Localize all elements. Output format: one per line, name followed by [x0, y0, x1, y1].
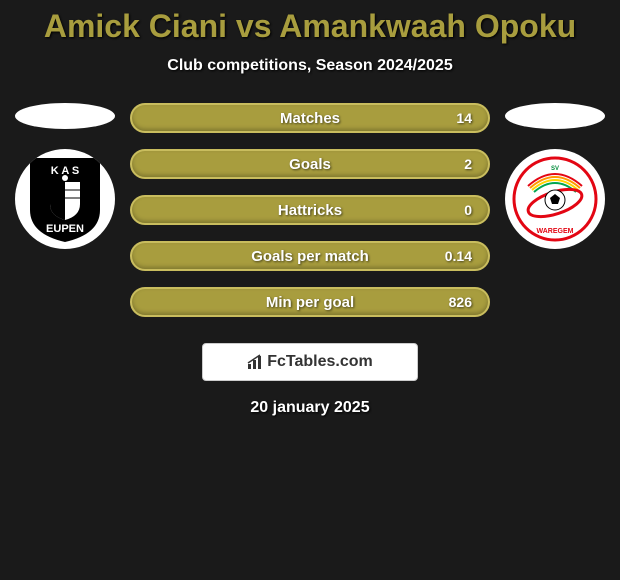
stat-value: 2	[464, 156, 472, 172]
stat-bar-matches: Matches 14	[130, 103, 490, 133]
brand-box: FcTables.com	[202, 343, 418, 381]
stats-column: Matches 14 Goals 2 Hattricks 0 Goals per…	[130, 103, 490, 317]
club-badge-right: SV WAREGEM	[505, 149, 605, 249]
brand-text: FcTables.com	[267, 353, 373, 371]
left-column: K A S EUPEN	[10, 103, 120, 249]
svg-text:EUPEN: EUPEN	[46, 223, 84, 235]
stat-value: 826	[449, 294, 472, 310]
eupen-shield-icon: K A S EUPEN	[26, 154, 104, 244]
player-avatar-left	[15, 103, 115, 129]
club-badge-left: K A S EUPEN	[15, 149, 115, 249]
stat-bar-goals-per-match: Goals per match 0.14	[130, 241, 490, 271]
subtitle: Club competitions, Season 2024/2025	[0, 57, 620, 75]
waregem-badge-icon: SV WAREGEM	[512, 156, 598, 242]
player-avatar-right	[505, 103, 605, 129]
fctables-logo: FcTables.com	[247, 353, 373, 371]
date-text: 20 january 2025	[0, 399, 620, 417]
stat-label: Matches	[280, 110, 340, 127]
right-column: SV WAREGEM	[500, 103, 610, 249]
page-title: Amick Ciani vs Amankwaah Opoku	[0, 8, 620, 45]
stat-label: Goals	[289, 156, 331, 173]
svg-text:WAREGEM: WAREGEM	[537, 228, 574, 235]
stat-label: Min per goal	[266, 294, 354, 311]
stat-value: 14	[456, 110, 472, 126]
stat-value: 0	[464, 202, 472, 218]
stat-bar-min-per-goal: Min per goal 826	[130, 287, 490, 317]
stat-bar-goals: Goals 2	[130, 149, 490, 179]
stat-bar-hattricks: Hattricks 0	[130, 195, 490, 225]
stat-label: Hattricks	[278, 202, 342, 219]
chart-icon	[247, 354, 265, 370]
stat-value: 0.14	[445, 248, 472, 264]
stat-label: Goals per match	[251, 248, 369, 265]
main-row: K A S EUPEN Matches 14	[0, 103, 620, 317]
svg-text:SV: SV	[551, 166, 559, 172]
infographic-container: Amick Ciani vs Amankwaah Opoku Club comp…	[0, 0, 620, 417]
